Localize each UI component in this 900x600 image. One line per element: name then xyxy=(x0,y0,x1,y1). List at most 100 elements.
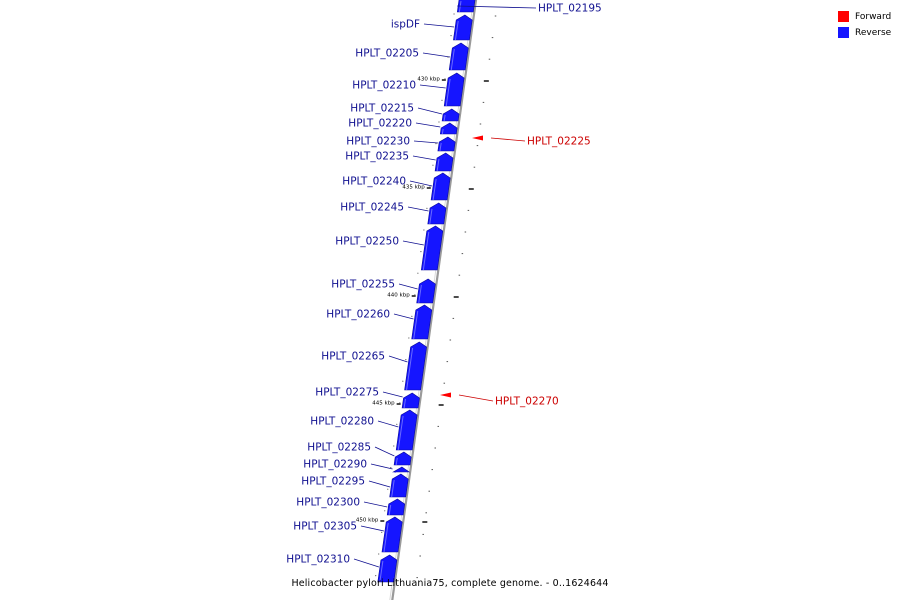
gene-arrow-HPLT_02275[interactable] xyxy=(401,392,420,409)
gene-arrow-HPLT_02280[interactable] xyxy=(395,409,418,451)
gene-arrow-HPLT_02300[interactable] xyxy=(386,498,406,516)
label-connector-HPLT_02295 xyxy=(368,480,391,488)
gene-label-HPLT_02300: HPLT_02300 xyxy=(296,497,360,509)
label-connector-HPLT_02230 xyxy=(413,140,439,144)
gene-bevel-HPLT_02210 xyxy=(445,78,451,107)
gene-arrow-HPLT_02230[interactable] xyxy=(437,136,456,152)
minor-ticks xyxy=(375,13,497,579)
label-connector-HPLT_02215 xyxy=(417,107,443,115)
legend-label-reverse: Reverse xyxy=(855,27,892,38)
legend: Forward Reverse xyxy=(838,9,891,41)
tick-label-440: 440 kbp xyxy=(387,293,410,299)
tick-label-450: 450 kbp xyxy=(356,518,379,524)
gene-label-HPLT_02275: HPLT_02275 xyxy=(315,387,379,399)
label-connector-HPLT_02235 xyxy=(412,155,436,161)
minor-dot xyxy=(390,467,392,469)
gene-arrow-HPLT_02290[interactable] xyxy=(392,466,411,473)
label-connector-HPLT_02310 xyxy=(353,558,380,568)
label-connector-ispDF xyxy=(423,23,455,28)
minor-dot xyxy=(450,35,452,37)
minor-dot xyxy=(426,207,428,209)
forward-swatch xyxy=(838,11,849,22)
gene-arrow-HPLT_02270[interactable] xyxy=(440,392,451,398)
minor-dot xyxy=(432,164,434,166)
gene-arrow-HPLT_02305[interactable] xyxy=(381,516,403,553)
gene-bevel-HPLT_02215 xyxy=(443,114,446,122)
gene-label-HPLT_02235: HPLT_02235 xyxy=(345,151,409,163)
minor-dot xyxy=(396,423,398,425)
gene-label-HPLT_02255: HPLT_02255 xyxy=(331,279,395,291)
gene-arrow-HPLT_02235[interactable] xyxy=(434,152,454,172)
gene-label-HPLT_02210: HPLT_02210 xyxy=(352,80,416,92)
gene-bevel-HPLT_02240 xyxy=(432,178,437,201)
gene-bevel-HPLT_02235 xyxy=(436,158,440,172)
gene-arrow-HPLT_02295[interactable] xyxy=(389,473,409,498)
scale-ticks: 430 kbp 435 kbp 440 kbp 445 kbp 450 kbp xyxy=(356,77,489,524)
gene-label-HPLT_02240: HPLT_02240 xyxy=(342,176,406,188)
gene-arrow-HPLT_02285[interactable] xyxy=(393,451,412,466)
minor-dot xyxy=(402,380,404,382)
gene-arrow-HPLT_02215[interactable] xyxy=(441,108,460,122)
gene-arrow-HPLT_02265[interactable] xyxy=(404,341,427,391)
minor-dot xyxy=(420,251,422,253)
gene-arrow-HPLT_02250[interactable] xyxy=(420,225,444,271)
label-connector-HPLT_02260 xyxy=(393,313,414,320)
gene-label-HPLT_02290: HPLT_02290 xyxy=(303,459,367,471)
gene-bevel-HPLT_02260 xyxy=(413,310,419,340)
gene-bevel-HPLT_02280 xyxy=(397,415,404,451)
gene-label-HPLT_02270: HPLT_02270 xyxy=(495,396,559,408)
gene-arrow-HPLT_02225[interactable] xyxy=(472,135,483,141)
label-connector-HPLT_02210 xyxy=(419,84,446,89)
gene-label-HPLT_02305: HPLT_02305 xyxy=(293,521,357,533)
backbone-line xyxy=(391,0,478,600)
gene-bevel-HPLT_02300 xyxy=(388,504,392,516)
gene-label-HPLT_02295: HPLT_02295 xyxy=(301,476,365,488)
gene-bevel-HPLT_02245 xyxy=(429,208,433,225)
gene-label-ispDF: ispDF xyxy=(391,19,420,31)
label-connector-HPLT_02250 xyxy=(402,240,424,246)
gene-label-HPLT_02310: HPLT_02310 xyxy=(286,554,350,566)
minor-dot xyxy=(438,121,440,123)
gene-bevel-HPLT_02230 xyxy=(439,142,442,152)
label-connector-HPLT_02195 xyxy=(457,5,537,9)
legend-item-forward: Forward xyxy=(838,9,891,24)
label-connector-HPLT_02285 xyxy=(374,446,395,457)
minor-dot xyxy=(384,510,386,512)
gene-arrow-HPLT_02210[interactable] xyxy=(443,72,465,107)
gene-label-HPLT_02195: HPLT_02195 xyxy=(538,3,602,15)
gene-label-HPLT_02220: HPLT_02220 xyxy=(348,118,412,130)
gene-label-HPLT_02250: HPLT_02250 xyxy=(335,236,399,248)
minor-dot xyxy=(447,56,449,58)
gene-label-HPLT_02285: HPLT_02285 xyxy=(307,442,371,454)
minor-dot xyxy=(417,272,419,274)
reverse-swatch xyxy=(838,27,849,38)
minor-dot xyxy=(411,315,413,317)
gene-bevel-HPLT_02220 xyxy=(441,128,444,135)
label-connector-HPLT_02205 xyxy=(422,52,451,58)
tick-label-430: 430 kbp xyxy=(417,77,440,83)
gene-bevel-HPLT_02255 xyxy=(418,284,422,304)
minor-dot xyxy=(429,186,431,188)
label-connector-HPLT_02270 xyxy=(458,394,494,402)
gene-arrow-HPLT_02245[interactable] xyxy=(427,202,447,225)
label-connector-HPLT_02275 xyxy=(382,391,403,398)
gene-arrow-HPLT_02260[interactable] xyxy=(411,304,433,340)
minor-dot xyxy=(381,531,383,534)
gene-label-HPLT_02215: HPLT_02215 xyxy=(350,103,414,115)
genome-caption: Helicobacter pylori Lithuania75, complet… xyxy=(291,578,609,589)
gene-bevel-ispDF xyxy=(454,20,459,41)
gene-bevel-HPLT_02310 xyxy=(379,560,384,583)
minor-dot xyxy=(393,445,395,447)
minor-dot xyxy=(387,488,389,490)
label-connector-HPLT_02245 xyxy=(407,206,429,212)
minor-dot xyxy=(453,13,455,15)
gene-label-HPLT_02260: HPLT_02260 xyxy=(326,309,390,321)
tick-label-445: 445 kbp xyxy=(372,401,395,407)
gene-bevel-HPLT_02195 xyxy=(458,0,462,13)
label-connector-HPLT_02305 xyxy=(360,525,385,532)
gene-arrow-HPLT_02220[interactable] xyxy=(439,122,458,135)
minor-dot xyxy=(375,575,377,577)
gene-label-HPLT_02230: HPLT_02230 xyxy=(346,136,410,148)
minor-dot xyxy=(405,359,407,361)
